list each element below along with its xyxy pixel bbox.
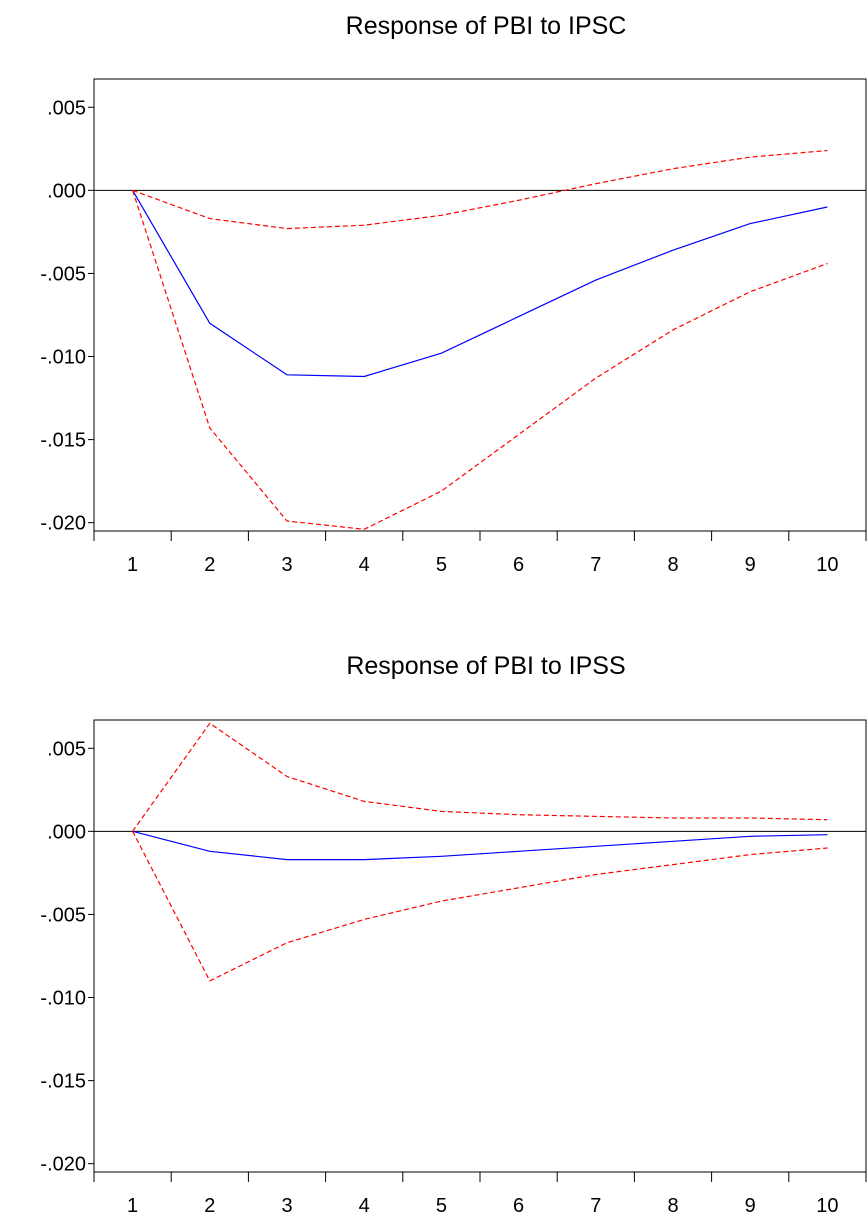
y-tick-label: .005 <box>47 97 86 119</box>
plot-frame <box>93 719 867 1173</box>
y-tick-label: -.010 <box>40 988 86 1010</box>
series-line-response <box>132 830 828 861</box>
chart-title: Response of PBI to IPSS <box>346 652 625 680</box>
x-tick-label: 9 <box>745 1195 756 1217</box>
series-line-lower-band <box>132 831 828 982</box>
x-tick-label: 5 <box>436 1195 447 1217</box>
x-tick-label: 4 <box>359 554 370 576</box>
plot-frame <box>93 78 867 532</box>
y-tick-label: -.015 <box>40 430 86 452</box>
y-tick-label: -.020 <box>40 1154 86 1176</box>
series-line-upper-band <box>132 149 828 230</box>
y-tick-label: -.005 <box>40 904 86 926</box>
x-tick-label: 2 <box>204 554 215 576</box>
x-tick-label: 7 <box>590 1195 601 1217</box>
x-tick-label: 9 <box>745 554 756 576</box>
series-line-lower-band <box>132 190 828 530</box>
y-tick-label: .000 <box>47 821 86 843</box>
y-tick-label: .000 <box>47 180 86 202</box>
x-tick-label: 2 <box>204 1195 215 1217</box>
y-tick-label: -.005 <box>40 263 86 285</box>
series-line-upper-band <box>132 722 828 832</box>
y-tick-label: -.020 <box>40 513 86 535</box>
chart-panel-ipsc: Response of PBI to IPSC .005 .000 -.005 -.0… <box>40 12 867 576</box>
x-tick-label: 5 <box>436 554 447 576</box>
x-tick-label: 10 <box>816 1195 838 1217</box>
y-tick-label: -.015 <box>40 1071 86 1093</box>
x-tick-label: 6 <box>513 554 524 576</box>
x-tick-label: 4 <box>359 1195 370 1217</box>
series-line-response <box>132 189 828 378</box>
x-tick-label: 10 <box>816 554 838 576</box>
x-tick-label: 8 <box>667 1195 678 1217</box>
y-tick-label: -.010 <box>40 347 86 369</box>
x-tick-label: 7 <box>590 554 601 576</box>
x-tick-label: 3 <box>281 1195 292 1217</box>
chart-title: Response of PBI to IPSC <box>346 12 627 40</box>
x-tick-label: 6 <box>513 1195 524 1217</box>
x-tick-label: 3 <box>281 554 292 576</box>
x-tick-label: 1 <box>127 1195 138 1217</box>
y-tick-label: .005 <box>47 738 86 760</box>
x-tick-label: 1 <box>127 554 138 576</box>
chart-panel-ipss: Response of PBI to IPSS .005 .000 -.005 -.0… <box>40 652 867 1217</box>
x-tick-label: 8 <box>667 554 678 576</box>
